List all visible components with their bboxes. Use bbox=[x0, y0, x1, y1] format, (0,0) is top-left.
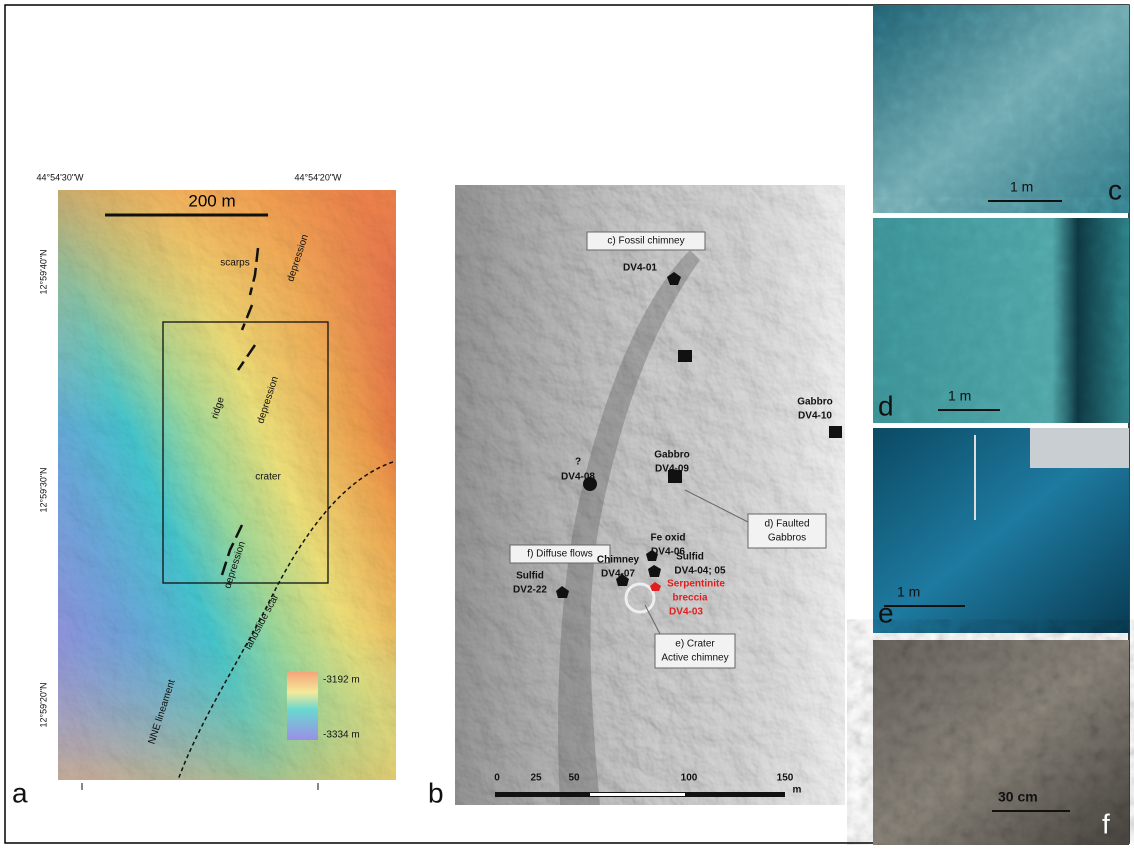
photo-panels: 1 m c 1 m d 1 m e 30 cm f bbox=[873, 5, 1129, 845]
legend-label: -3192 m bbox=[323, 675, 360, 686]
rov-arm bbox=[1030, 428, 1129, 468]
sample-label: breccia bbox=[672, 593, 707, 604]
scale-label: 1 m bbox=[1010, 179, 1033, 195]
sample-label: Serpentinite bbox=[667, 579, 725, 590]
panel-letter: c bbox=[1108, 174, 1122, 205]
sample-label: Fe oxid bbox=[650, 533, 685, 544]
sample-label: DV4-03 bbox=[669, 607, 703, 618]
bathymetry-relief bbox=[58, 190, 396, 780]
sample-label: Sulfid bbox=[516, 571, 544, 582]
scale-tick-label: 25 bbox=[530, 773, 542, 784]
sample-label: Gabbro bbox=[654, 450, 690, 461]
photo-texture bbox=[873, 5, 1129, 213]
legend-label: -3334 m bbox=[323, 730, 360, 741]
callout-text: c) Fossil chimney bbox=[607, 236, 684, 247]
sample-label: DV2-22 bbox=[513, 585, 547, 596]
panel-b: c) Fossil chimney d) Faulted Gabbros f) … bbox=[428, 185, 845, 808]
longitude-label: 44°54'20"W bbox=[294, 172, 342, 182]
callout-text: f) Diffuse flows bbox=[527, 549, 592, 560]
sample-marker bbox=[668, 470, 682, 483]
sample-marker bbox=[829, 426, 842, 438]
panel-letter: d bbox=[878, 390, 894, 421]
sample-marker bbox=[678, 350, 692, 362]
feature-label: crater bbox=[255, 472, 281, 483]
scale-tick-label: 0 bbox=[494, 773, 500, 784]
sample-marker bbox=[583, 477, 597, 491]
sample-label: Chimney bbox=[597, 555, 640, 566]
callout-text: Gabbros bbox=[768, 533, 806, 544]
scale-label: 1 m bbox=[897, 584, 920, 600]
scale-label: 1 m bbox=[948, 388, 971, 404]
sample-label: DV4-01 bbox=[623, 263, 657, 274]
photo-texture bbox=[873, 640, 1129, 845]
figure: 200 m 44°54'30"W 44°54'20"W 12°59'40"N 1… bbox=[0, 0, 1134, 845]
latitude-label: 12°59'40"N bbox=[38, 249, 48, 294]
callout-text: d) Faulted bbox=[764, 519, 809, 530]
latitude-label: 12°59'20"N bbox=[38, 682, 48, 727]
longitude-label: 44°54'30"W bbox=[36, 172, 84, 182]
panel-letter: b bbox=[428, 777, 444, 808]
panel-a: 200 m 44°54'30"W 44°54'20"W 12°59'40"N 1… bbox=[12, 172, 396, 808]
panel-letter: a bbox=[12, 777, 28, 808]
scale-tick-label: 50 bbox=[568, 773, 580, 784]
hillshade-tone bbox=[455, 185, 845, 805]
latitude-label: 12°59'30"N bbox=[38, 467, 48, 512]
scale-unit: m bbox=[793, 785, 802, 796]
panel-letter: f bbox=[1102, 808, 1110, 839]
sample-label: ? bbox=[575, 457, 581, 468]
photo-texture bbox=[873, 218, 1129, 423]
panel-letter: e bbox=[878, 597, 894, 628]
scale-label: 200 m bbox=[188, 191, 235, 210]
sample-label: DV4-04; 05 bbox=[674, 566, 726, 577]
scale-label: 30 cm bbox=[998, 789, 1038, 805]
sample-label: DV4-10 bbox=[798, 411, 832, 422]
feature-label: scarps bbox=[220, 258, 249, 269]
callout-text: e) Crater bbox=[675, 639, 715, 650]
sample-label: Sulfid bbox=[676, 552, 704, 563]
scale-tick-label: 150 bbox=[777, 773, 794, 784]
sample-label: Gabbro bbox=[797, 397, 833, 408]
scale-tick-label: 100 bbox=[681, 773, 698, 784]
depth-legend bbox=[287, 672, 318, 740]
callout-text: Active chimney bbox=[661, 653, 728, 664]
scale-bar-segment bbox=[590, 793, 685, 796]
